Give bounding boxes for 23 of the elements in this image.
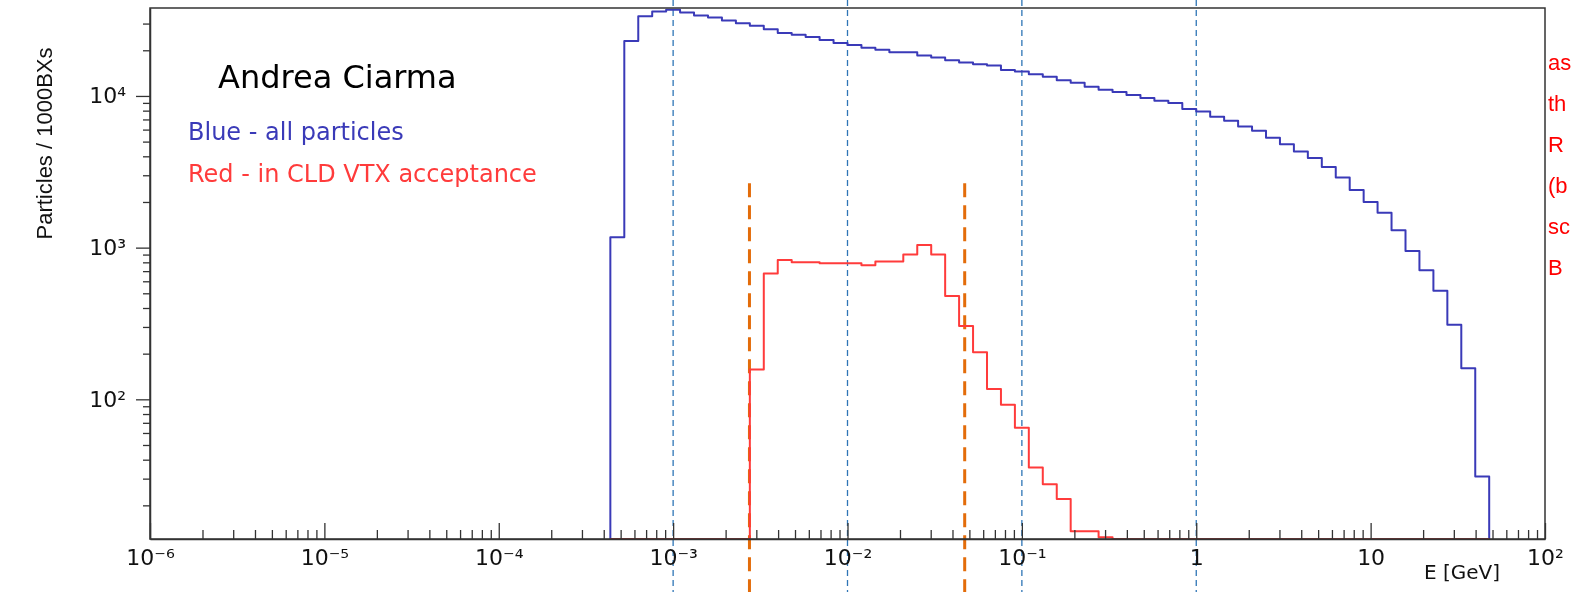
y-tick-label: 10³	[89, 235, 126, 261]
x-tick-label: 10⁻⁴	[475, 544, 524, 570]
text: R	[1548, 132, 1564, 157]
x-tick-label: 10⁻³	[649, 544, 698, 570]
text: Red - in CLD VTX acceptance	[188, 160, 537, 188]
text: th	[1548, 91, 1567, 116]
text: B	[1548, 255, 1563, 280]
text: Blue - all particles	[188, 118, 404, 146]
x-tick-label: 10⁻¹	[998, 544, 1047, 570]
y-tick-label: 10²	[89, 386, 126, 412]
x-tick-label: 10⁻²	[823, 544, 873, 570]
y-tick-label: 10⁴	[89, 83, 127, 109]
x-tick-label: 10²	[1527, 544, 1564, 570]
x-tick-label: 1	[1189, 544, 1204, 570]
x-tick-label: 10	[1357, 544, 1386, 570]
x-axis-title: E [GeV]	[1423, 560, 1500, 584]
text: as	[1548, 50, 1572, 75]
x-tick-label: 10⁻⁵	[300, 544, 350, 570]
text: (b	[1548, 173, 1568, 198]
x-tick-label: 10⁻⁶	[126, 544, 175, 570]
annotation: Andrea Ciarma	[218, 58, 457, 96]
text: sc	[1548, 214, 1570, 239]
y-axis-title: Particles / 1000BXs	[32, 47, 57, 240]
